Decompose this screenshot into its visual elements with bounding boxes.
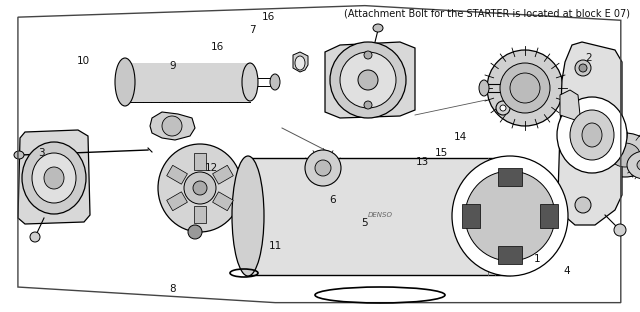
Polygon shape [462, 204, 480, 228]
Text: 5: 5 [362, 218, 368, 228]
Ellipse shape [637, 159, 640, 171]
Text: 15: 15 [435, 148, 448, 158]
Text: (Attachment Bolt for the STARTER is located at block E 07): (Attachment Bolt for the STARTER is loca… [344, 8, 630, 18]
Ellipse shape [627, 151, 640, 179]
Ellipse shape [315, 160, 331, 176]
Polygon shape [293, 52, 308, 72]
Text: 10: 10 [77, 56, 90, 66]
Ellipse shape [557, 97, 627, 173]
Ellipse shape [570, 110, 614, 160]
Ellipse shape [305, 150, 341, 186]
Text: 6: 6 [330, 195, 336, 205]
Text: 1: 1 [534, 254, 541, 264]
Ellipse shape [496, 101, 510, 115]
Ellipse shape [14, 151, 24, 159]
Ellipse shape [115, 58, 135, 106]
Text: 16: 16 [262, 12, 275, 22]
Polygon shape [212, 192, 234, 211]
Ellipse shape [610, 143, 640, 167]
Ellipse shape [158, 144, 242, 232]
Text: 8: 8 [170, 284, 176, 294]
Ellipse shape [452, 156, 568, 276]
Ellipse shape [44, 167, 64, 189]
Ellipse shape [184, 172, 216, 204]
Polygon shape [166, 165, 188, 184]
Text: DENSO: DENSO [367, 212, 392, 218]
Ellipse shape [188, 225, 202, 239]
Polygon shape [248, 158, 510, 275]
Polygon shape [212, 165, 234, 184]
Ellipse shape [295, 56, 305, 70]
Ellipse shape [579, 64, 587, 72]
Ellipse shape [479, 80, 489, 96]
Ellipse shape [510, 73, 540, 103]
Ellipse shape [30, 232, 40, 242]
Text: 13: 13 [416, 157, 429, 167]
Ellipse shape [232, 156, 264, 276]
Text: 11: 11 [269, 241, 282, 251]
Ellipse shape [340, 52, 396, 108]
Ellipse shape [597, 133, 640, 177]
Ellipse shape [162, 116, 182, 136]
Ellipse shape [242, 63, 258, 101]
Polygon shape [194, 206, 206, 223]
Text: 12: 12 [205, 163, 218, 173]
Polygon shape [150, 112, 195, 140]
Ellipse shape [500, 63, 550, 113]
Polygon shape [560, 90, 580, 120]
Polygon shape [166, 192, 188, 211]
Ellipse shape [364, 101, 372, 109]
Text: 4: 4 [563, 266, 570, 276]
Polygon shape [540, 204, 558, 228]
Ellipse shape [465, 171, 555, 261]
Ellipse shape [500, 105, 506, 111]
Ellipse shape [373, 24, 383, 32]
Ellipse shape [270, 74, 280, 90]
Ellipse shape [330, 42, 406, 118]
Ellipse shape [22, 142, 86, 214]
Ellipse shape [575, 197, 591, 213]
Ellipse shape [614, 224, 626, 236]
Ellipse shape [358, 70, 378, 90]
Ellipse shape [364, 51, 372, 59]
Text: 2: 2 [586, 53, 592, 63]
Text: 7: 7 [250, 25, 256, 35]
Text: 9: 9 [170, 61, 176, 71]
Polygon shape [125, 63, 250, 102]
Polygon shape [194, 153, 206, 170]
Polygon shape [498, 246, 522, 264]
Text: 16: 16 [211, 42, 224, 52]
Polygon shape [325, 42, 415, 118]
Ellipse shape [582, 123, 602, 147]
Ellipse shape [32, 153, 76, 203]
Ellipse shape [575, 60, 591, 76]
Text: 3: 3 [38, 148, 45, 158]
Ellipse shape [193, 181, 207, 195]
Ellipse shape [487, 50, 563, 126]
Polygon shape [498, 168, 522, 186]
Polygon shape [18, 130, 90, 224]
Text: 14: 14 [454, 132, 467, 142]
Polygon shape [558, 42, 622, 225]
